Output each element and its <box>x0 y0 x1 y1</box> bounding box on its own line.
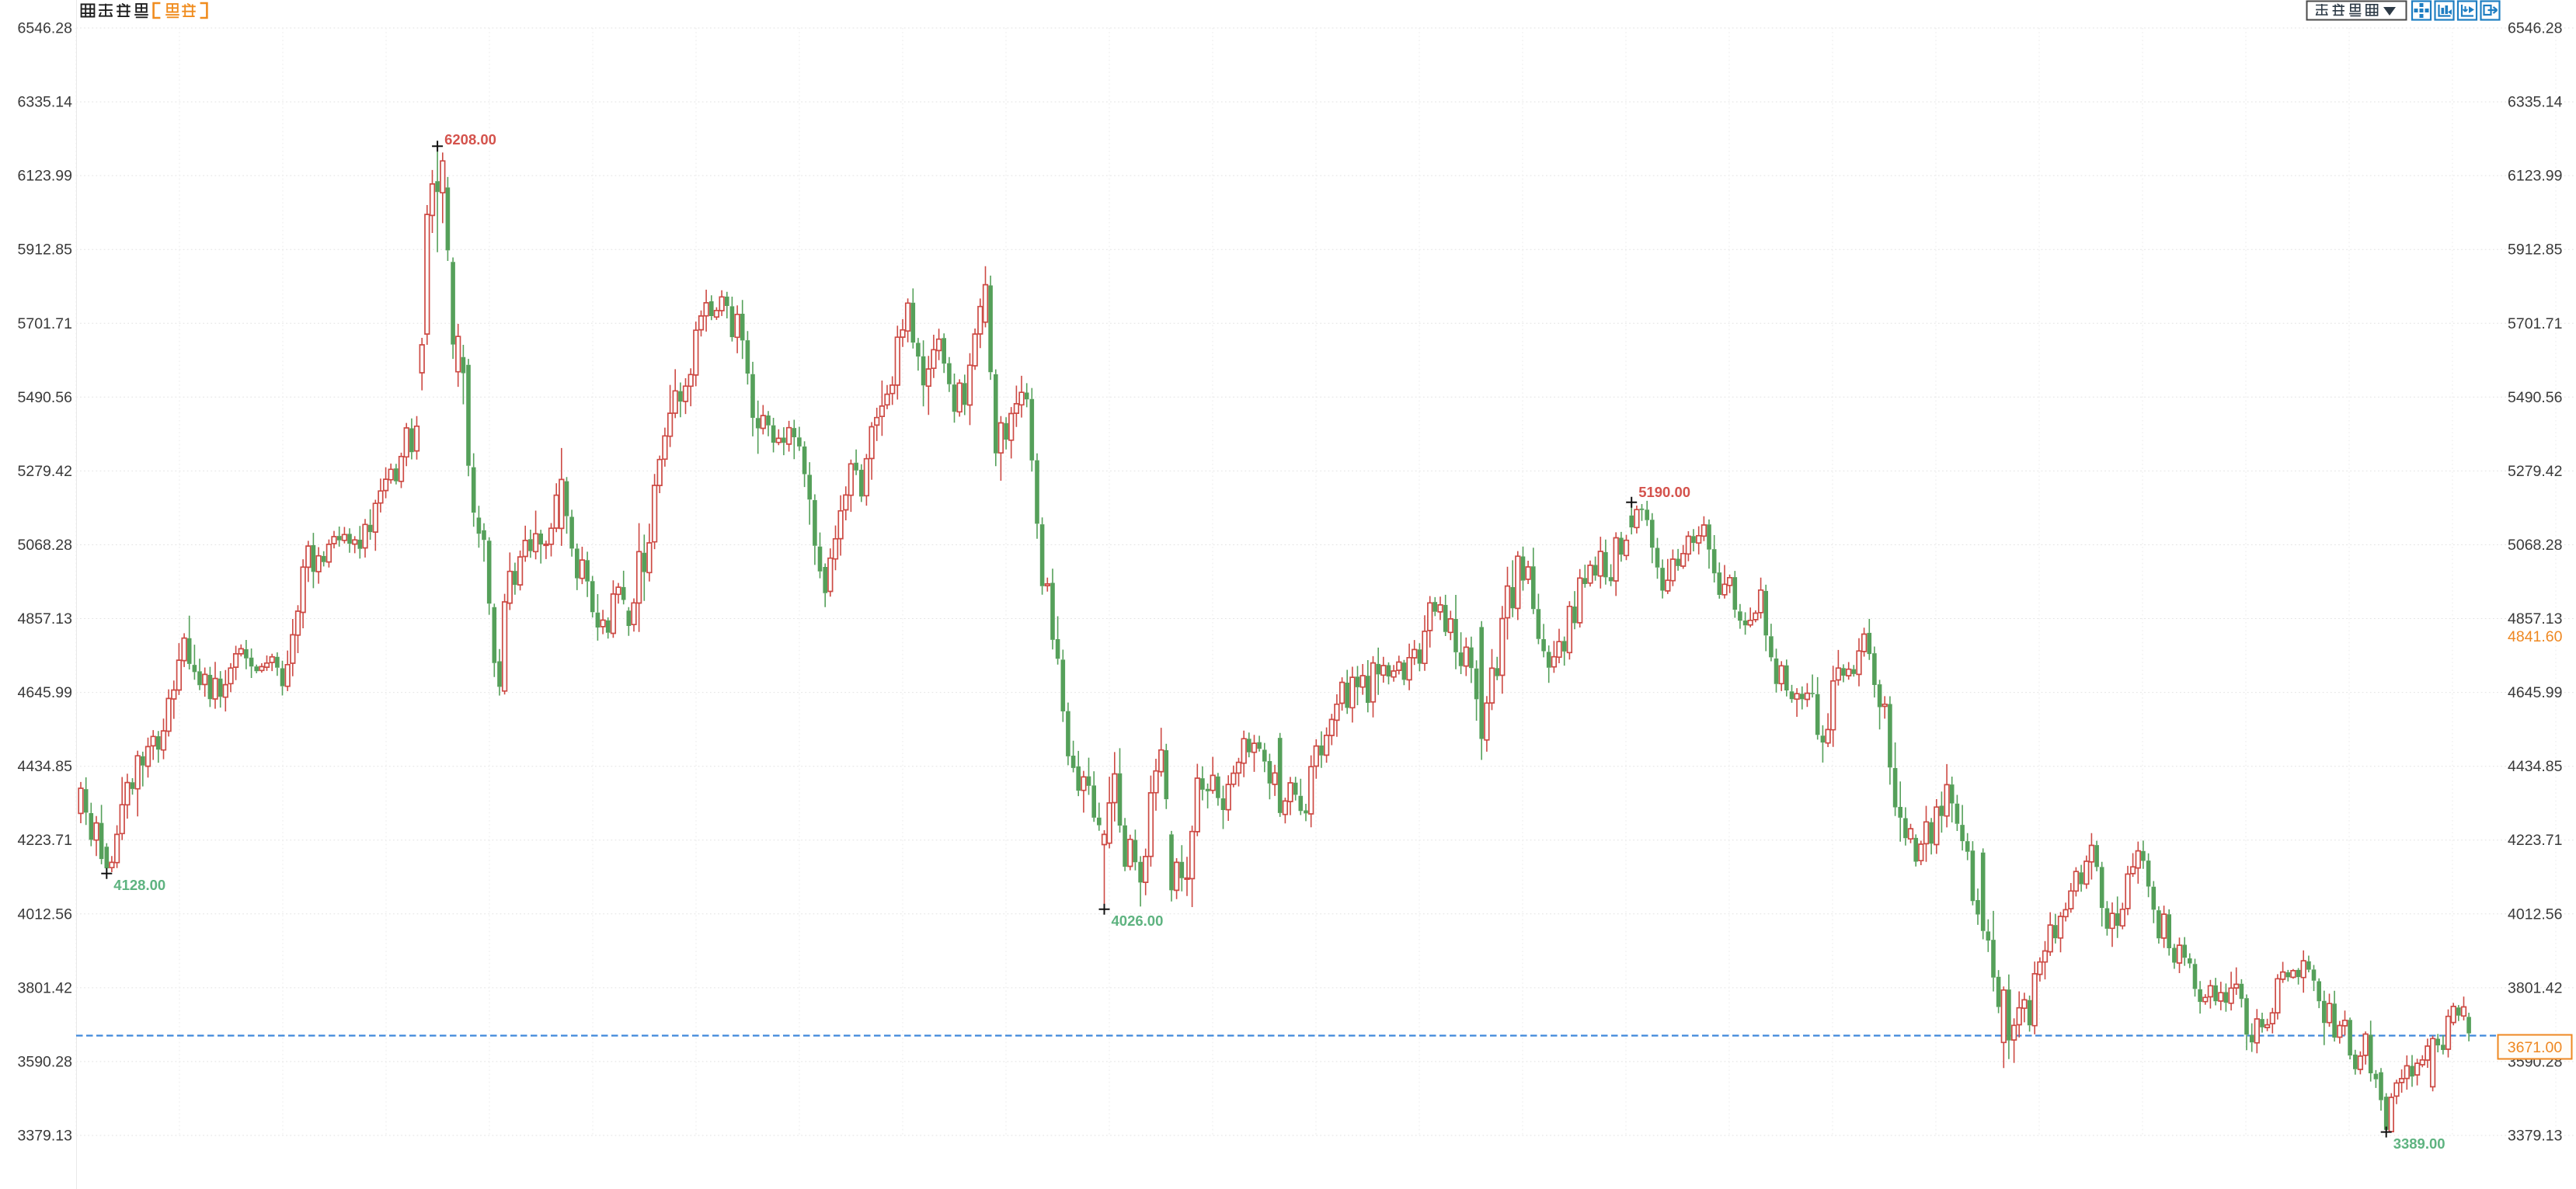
svg-text:3671.00: 3671.00 <box>2508 1039 2563 1056</box>
svg-text:3389.00: 3389.00 <box>2393 1135 2445 1152</box>
svg-text:6546.28: 6546.28 <box>2508 20 2563 37</box>
svg-text:4026.00: 4026.00 <box>1112 913 1164 929</box>
svg-text:3801.42: 3801.42 <box>2508 979 2563 996</box>
svg-text:3590.28: 3590.28 <box>18 1053 73 1070</box>
svg-text:5701.71: 5701.71 <box>2508 315 2563 332</box>
svg-text:6546.28: 6546.28 <box>18 20 73 37</box>
svg-text:6123.99: 6123.99 <box>2508 168 2563 185</box>
svg-text:4645.99: 4645.99 <box>18 684 73 701</box>
svg-text:4857.13: 4857.13 <box>18 610 73 628</box>
svg-text:4841.60: 4841.60 <box>2508 628 2563 645</box>
svg-text:5701.71: 5701.71 <box>18 315 73 332</box>
svg-text:3379.13: 3379.13 <box>2508 1128 2563 1145</box>
svg-text:5190.00: 5190.00 <box>1638 484 1690 500</box>
svg-text:5279.42: 5279.42 <box>18 463 73 480</box>
svg-text:4434.85: 4434.85 <box>18 758 73 775</box>
svg-text:4223.71: 4223.71 <box>2508 832 2563 849</box>
svg-text:5912.85: 5912.85 <box>18 242 73 259</box>
svg-text:5490.56: 5490.56 <box>2508 389 2563 406</box>
svg-text:5912.85: 5912.85 <box>2508 242 2563 259</box>
svg-text:4434.85: 4434.85 <box>2508 758 2563 775</box>
svg-text:5068.28: 5068.28 <box>18 537 73 554</box>
svg-text:6123.99: 6123.99 <box>18 168 73 185</box>
svg-text:4645.99: 4645.99 <box>2508 684 2563 701</box>
svg-text:4857.13: 4857.13 <box>2508 610 2563 628</box>
svg-text:5068.28: 5068.28 <box>2508 537 2563 554</box>
svg-text:4223.71: 4223.71 <box>18 832 73 849</box>
svg-text:6335.14: 6335.14 <box>18 94 73 111</box>
svg-text:3801.42: 3801.42 <box>18 979 73 996</box>
svg-text:6335.14: 6335.14 <box>2508 94 2563 111</box>
svg-text:6208.00: 6208.00 <box>444 131 496 148</box>
svg-text:4128.00: 4128.00 <box>113 877 165 893</box>
svg-text:4012.56: 4012.56 <box>2508 906 2563 923</box>
svg-text:5490.56: 5490.56 <box>18 389 73 406</box>
svg-text:5279.42: 5279.42 <box>2508 463 2563 480</box>
svg-text:4012.56: 4012.56 <box>18 906 73 923</box>
svg-text:3379.13: 3379.13 <box>18 1128 73 1145</box>
